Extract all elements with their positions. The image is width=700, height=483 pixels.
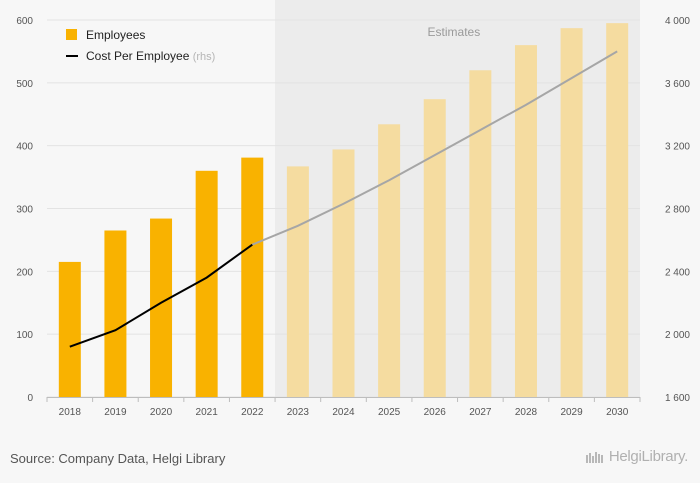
bar: [560, 28, 583, 397]
y-right-tick-label: 4 000: [665, 16, 690, 27]
cost-line: [69, 50, 618, 348]
bar: [423, 99, 446, 398]
estimates-band: [275, 0, 640, 397]
bar: [606, 23, 629, 398]
y-right-tick-label: 2 400: [665, 267, 690, 278]
bar: [58, 261, 81, 397]
legend-label-employees: Employees: [86, 28, 145, 42]
legend-label-cost-name: Cost Per Employee: [86, 49, 193, 63]
x-tick-label: 2023: [287, 407, 310, 418]
library-icon: [585, 452, 603, 463]
x-tick-label: 2026: [424, 407, 447, 418]
x-tick-label: 2030: [606, 407, 629, 418]
bar: [332, 149, 355, 397]
cost-line-estimate: [251, 50, 618, 246]
x-tick-label: 2021: [196, 407, 219, 418]
brand-logo: HelgiLibrary.: [585, 448, 688, 465]
x-tick-label: 2029: [560, 407, 583, 418]
y-left-tick-label: 300: [16, 205, 33, 216]
x-tick-label: 2027: [469, 407, 492, 418]
y-left-tick-label: 200: [16, 267, 33, 278]
legend: Employees Cost Per Employee (rhs): [66, 28, 215, 63]
cost-line-actual: [69, 243, 253, 348]
axes: 0 100 200 300 400 500 600 1 600 2 000 2 400 2 800 3…: [16, 16, 690, 418]
bar: [195, 170, 218, 397]
estimates-label: Estimates: [428, 25, 481, 39]
brand-name: HelgiLibrary.: [608, 448, 688, 465]
y-left-tick-label: 600: [16, 16, 33, 27]
bar: [469, 70, 492, 398]
bars: [58, 23, 629, 398]
legend-label-cost: Cost Per Employee (rhs): [86, 49, 215, 63]
y-right-tick-label: 1 600: [665, 393, 690, 404]
legend-swatch-employees: [66, 29, 77, 40]
chart: Estimates 0 100 200 300 400 500 600 1 600 2 000 2…: [16, 0, 690, 418]
x-tick-label: 2020: [150, 407, 173, 418]
y-right-tick-label: 3 200: [665, 142, 690, 153]
y-left-tick-label: 500: [16, 79, 33, 90]
y-left-tick-label: 400: [16, 142, 33, 153]
y-right-tick-label: 2 800: [665, 205, 690, 216]
bar: [514, 45, 537, 398]
bar: [378, 124, 401, 397]
x-tick-label: 2028: [515, 407, 538, 418]
source-note: Source: Company Data, Helgi Library: [10, 451, 226, 466]
x-tick-label: 2022: [241, 407, 264, 418]
x-tick-label: 2019: [104, 407, 127, 418]
bar: [150, 218, 173, 397]
legend-label-cost-suffix: (rhs): [193, 51, 216, 63]
y-right-tick-label: 2 000: [665, 330, 690, 341]
estimates-band-group: Estimates: [275, 0, 640, 397]
y-right-tick-label: 3 600: [665, 79, 690, 90]
x-tick-label: 2024: [332, 407, 355, 418]
y-left-tick-label: 0: [27, 393, 33, 404]
bar: [104, 230, 127, 397]
bar: [286, 166, 309, 397]
x-tick-label: 2018: [59, 407, 82, 418]
bar: [241, 157, 264, 397]
y-left-tick-label: 100: [16, 330, 33, 341]
x-tick-label: 2025: [378, 407, 401, 418]
